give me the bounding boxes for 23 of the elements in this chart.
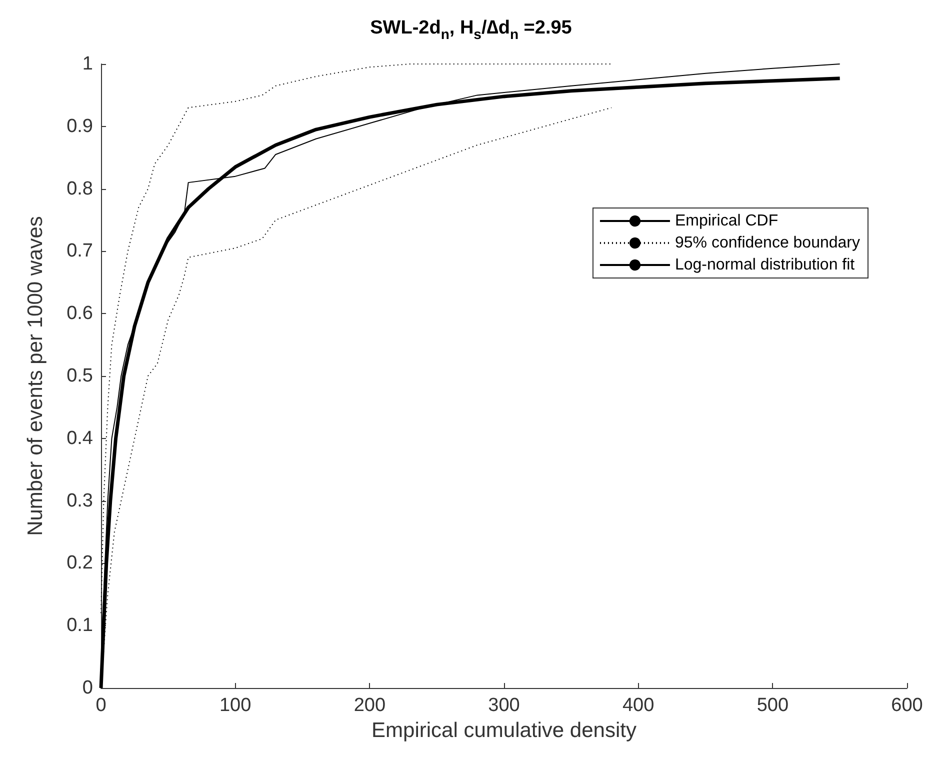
y-tick-label: 0.9: [66, 116, 93, 137]
y-tick-label: 0.4: [66, 428, 94, 449]
y-tick-label: 1: [82, 54, 93, 74]
x-tick-label: 300: [488, 695, 520, 716]
x-tick-label: 600: [891, 695, 923, 716]
x-tick-label: 0: [96, 695, 106, 716]
y-tick-label: 0.7: [66, 240, 93, 262]
y-tick-label: 0.6: [66, 303, 93, 324]
y-tick-label: 0.1: [66, 615, 93, 636]
legend-label: 95% confidence boundary: [674, 234, 860, 252]
y-tick-label: 0.8: [66, 178, 93, 200]
x-tick-label: 200: [354, 695, 386, 716]
x-axis-title: Empirical cumulative density: [372, 719, 637, 742]
x-tick-label: 400: [622, 695, 654, 716]
y-tick-label: 0: [82, 678, 93, 698]
y-axis-title: Number of events per 1000 waves: [24, 216, 47, 536]
legend-label: Empirical CDF: [674, 212, 778, 230]
x-tick-label: 500: [756, 695, 789, 716]
y-tick-label: 0.3: [66, 490, 93, 512]
y-tick-label: 0.5: [66, 366, 93, 386]
legend-label: Log-normal distribution fit: [674, 256, 856, 274]
y-tick-label: 0.2: [66, 552, 93, 574]
x-tick-label: 100: [219, 695, 252, 716]
